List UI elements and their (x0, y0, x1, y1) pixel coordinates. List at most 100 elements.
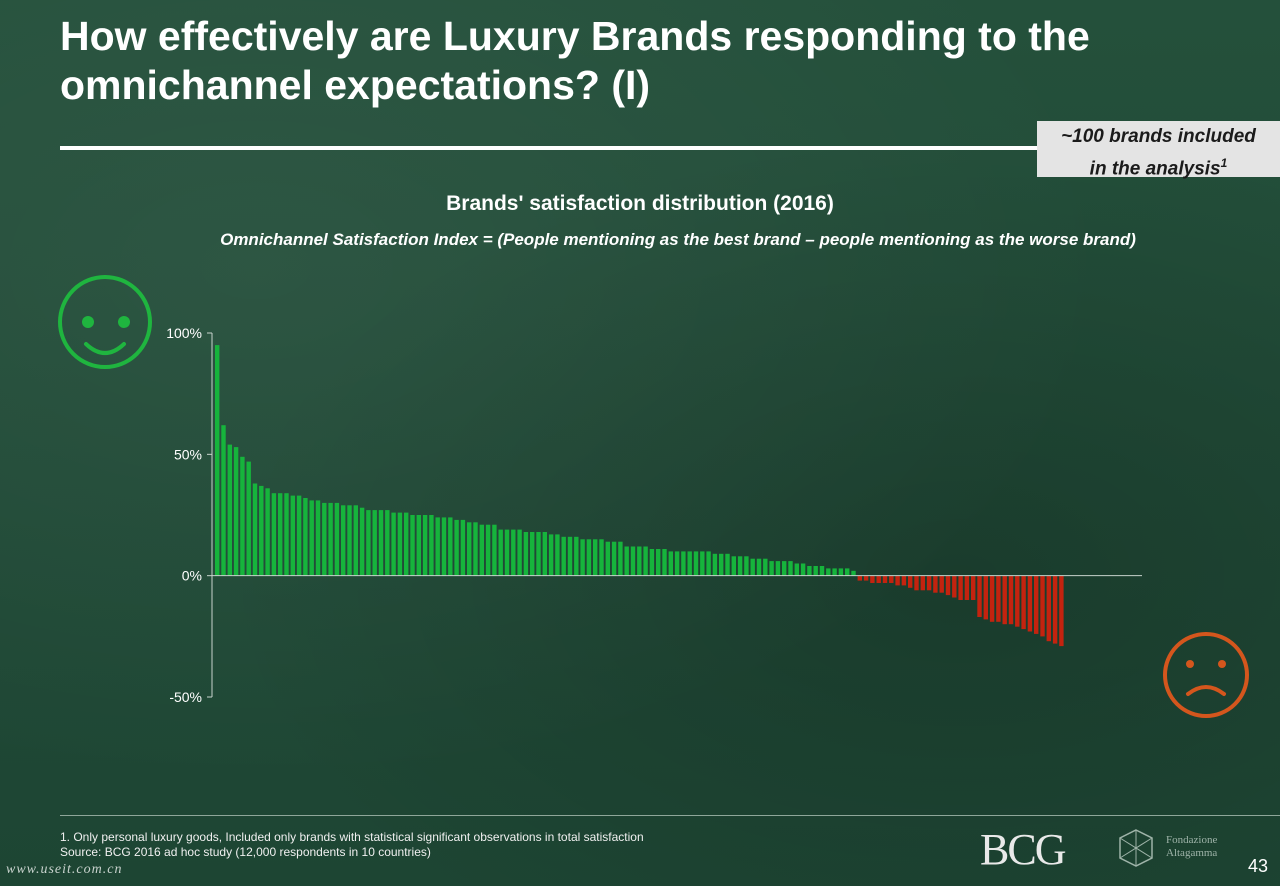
positive-bar (504, 529, 510, 576)
negative-bar (983, 575, 988, 620)
negative-bar (933, 575, 938, 593)
positive-bar (630, 546, 636, 576)
positive-bar (435, 517, 440, 576)
positive-bar (611, 541, 617, 576)
positive-bar (309, 500, 314, 576)
positive-bar (473, 522, 478, 576)
fondazione-altagamma-logo-icon (1119, 829, 1153, 867)
negative-bar (926, 575, 932, 591)
positive-bar (593, 539, 598, 576)
positive-bar (719, 553, 724, 576)
page-number: 43 (1247, 856, 1268, 876)
positive-bar (687, 551, 692, 576)
positive-bar (492, 524, 497, 576)
negative-bar (971, 575, 976, 600)
positive-bar (429, 515, 434, 576)
positive-bar (485, 524, 491, 576)
positive-bar (649, 549, 655, 576)
source-note: Source: BCG 2016 ad hoc study (12,000 re… (60, 845, 431, 859)
positive-bar (303, 498, 308, 576)
footnote: 1. Only personal luxury goods, Included … (60, 830, 644, 860)
positive-bar (227, 444, 232, 576)
positive-bar (826, 568, 831, 576)
y-tick-label: 100% (166, 325, 202, 341)
positive-bar (372, 510, 377, 576)
positive-bar (599, 539, 604, 576)
positive-bar (536, 532, 541, 576)
negative-bar (895, 575, 900, 586)
positive-bar (750, 558, 755, 576)
positive-bar (341, 505, 346, 576)
positive-bar (693, 551, 699, 576)
chart-title: Brands' satisfaction distribution (2016) (446, 192, 834, 215)
positive-bar (845, 568, 850, 576)
positive-bar (567, 536, 573, 576)
positive-bar (813, 566, 818, 576)
negative-bar (1046, 575, 1051, 642)
positive-bar (278, 493, 283, 576)
positive-bar (511, 529, 516, 576)
y-axis: 100% 50% 0% -50% (166, 325, 1142, 705)
positive-bar (662, 549, 667, 576)
footer-divider (60, 815, 1280, 816)
negative-bar (870, 575, 875, 583)
positive-bar (385, 510, 390, 576)
positive-bar (800, 563, 806, 576)
negative-bar (945, 575, 951, 596)
positive-bar (668, 551, 673, 576)
negative-bar (989, 575, 995, 622)
positive-bar (586, 539, 592, 576)
positive-bar (555, 534, 560, 576)
positive-bar (322, 502, 327, 576)
negative-bar (914, 575, 919, 591)
negative-bar (1052, 575, 1058, 644)
positive-bar (605, 541, 610, 576)
chart-subtitle: Omnichannel Satisfaction Index = (People… (220, 230, 1136, 249)
positive-bar (731, 556, 736, 576)
positive-bar (454, 519, 459, 576)
positive-bar (725, 553, 730, 576)
positive-bar (265, 488, 270, 576)
negative-bar (908, 575, 913, 588)
negative-bar (889, 575, 894, 583)
positive-bar (782, 561, 787, 576)
positive-bar (328, 502, 333, 576)
positive-bar (284, 493, 289, 576)
positive-bar (410, 515, 415, 576)
negative-bar (952, 575, 957, 598)
positive-bar (296, 495, 302, 576)
negative-bar (876, 575, 881, 583)
positive-bar (832, 568, 837, 576)
positive-bar (542, 532, 547, 576)
positive-bar (422, 515, 428, 576)
positive-bar (315, 500, 321, 576)
positive-bar (441, 517, 447, 576)
positive-bar (807, 566, 812, 576)
negative-bar (1002, 575, 1007, 625)
positive-bar (700, 551, 705, 576)
positive-bar (259, 485, 264, 576)
positive-bar (744, 556, 749, 576)
negative-bar (863, 575, 869, 581)
positive-bar (838, 568, 844, 576)
positive-bar (404, 512, 409, 576)
positive-bar (618, 541, 623, 576)
positive-bar (788, 561, 793, 576)
positive-bar (252, 483, 258, 576)
slide-title: How effectively are Luxury Brands respon… (60, 13, 1090, 108)
negative-bar (1021, 575, 1026, 630)
positive-bar (530, 532, 535, 576)
note-line-2-text: in the analysis (1089, 158, 1221, 180)
positive-bar (517, 529, 522, 576)
negative-bar (1034, 575, 1039, 634)
positive-bar (416, 515, 421, 576)
y-tick-label: -50% (169, 689, 202, 705)
positive-bar (523, 532, 529, 576)
note-footnote-marker: 1 (1220, 156, 1228, 170)
positive-bar (215, 345, 220, 576)
positive-bar (334, 502, 340, 576)
positive-bar (460, 519, 466, 576)
positive-bar (643, 546, 648, 576)
negative-bar (1027, 575, 1033, 632)
